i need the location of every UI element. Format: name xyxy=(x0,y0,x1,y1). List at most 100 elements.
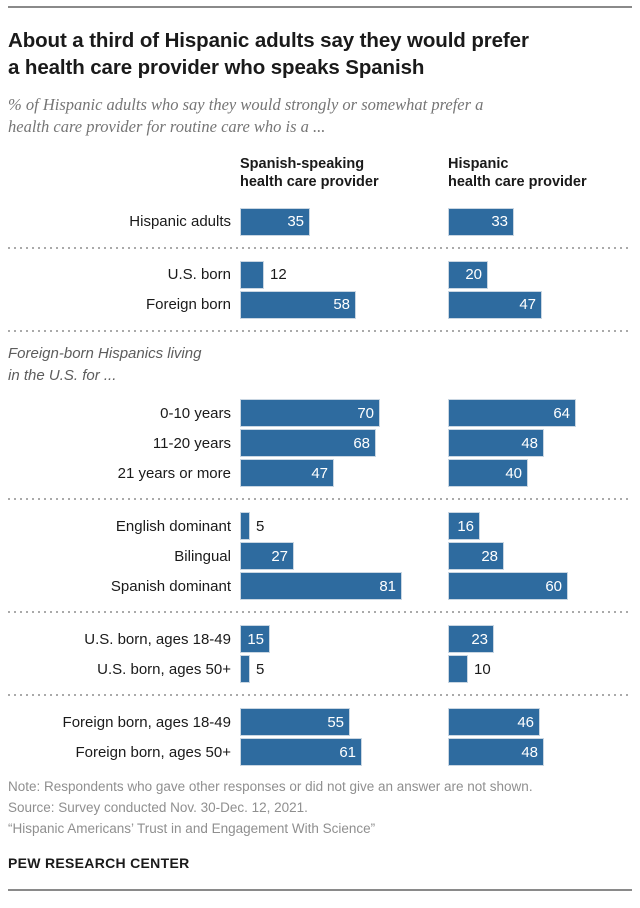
bar-value: 55 xyxy=(327,713,344,731)
bar-value: 28 xyxy=(481,547,498,565)
bar-hispanic-provider xyxy=(448,655,468,684)
row-label: Foreign born xyxy=(145,296,231,314)
bar-spanish-speaking-provider: 27 xyxy=(240,542,294,571)
bar-spanish-speaking-provider: 81 xyxy=(240,572,402,601)
chart-row: Foreign born, ages 18-49 55 46 xyxy=(8,707,632,737)
bar-track-hispanic: 33 xyxy=(448,207,632,236)
bar-hispanic-provider: 33 xyxy=(448,207,514,236)
bar-track-hispanic: 46 xyxy=(448,708,632,737)
chart-row: Hispanic adults 35 33 xyxy=(8,207,632,237)
group-separator xyxy=(8,694,632,697)
bar-value: 12 xyxy=(270,266,287,284)
bar-value: 61 xyxy=(339,743,356,761)
chart-row: U.S. born 12 20 xyxy=(8,260,632,290)
bar-hispanic-provider: 60 xyxy=(448,572,568,601)
chart-subtitle-line-2: health care provider for routine care wh… xyxy=(8,117,326,137)
column-header-hispanic-line-1: Hispanic xyxy=(448,155,509,172)
chart-subtitle: % of Hispanic adults who say they would … xyxy=(8,94,632,138)
bar-value: 23 xyxy=(471,630,488,648)
column-headers: Spanish-speaking health care provider His… xyxy=(8,155,632,192)
chart-row: Spanish dominant 81 60 xyxy=(8,571,632,601)
bar-hispanic-provider: 64 xyxy=(448,399,576,428)
row-label: 11-20 years xyxy=(152,434,231,452)
bar-hispanic-provider: 48 xyxy=(448,429,544,458)
bar-value: 48 xyxy=(521,434,538,452)
bar-value: 27 xyxy=(271,547,288,565)
page-title-line-1: About a third of Hispanic adults say the… xyxy=(8,29,529,52)
chart-row: Foreign born 58 47 xyxy=(8,290,632,320)
chart-row: English dominant 5 16 xyxy=(8,511,632,541)
bar-spanish-speaking-provider: 61 xyxy=(240,738,362,767)
chart-row: U.S. born, ages 18-49 15 23 xyxy=(8,624,632,654)
row-label: U.S. born, ages 18-49 xyxy=(84,630,231,648)
row-label: Hispanic adults xyxy=(129,213,231,231)
bar-value: 40 xyxy=(505,464,522,482)
bar-track-spanish-speaking: 47 xyxy=(240,459,448,488)
bar-track-spanish-speaking: 61 xyxy=(240,738,448,767)
bar-track-spanish-speaking: 15 xyxy=(240,625,448,654)
group-separator xyxy=(8,246,632,249)
column-headers-spacer xyxy=(8,155,240,192)
bar-track-spanish-speaking: 55 xyxy=(240,708,448,737)
bar-spanish-speaking-provider xyxy=(240,655,250,684)
bar-value: 35 xyxy=(287,213,304,231)
bar-track-hispanic: 47 xyxy=(448,290,632,319)
row-label: Foreign born, ages 50+ xyxy=(75,743,231,761)
bar-value: 33 xyxy=(491,213,508,231)
report-title-text: “Hispanic Americans’ Trust in and Engage… xyxy=(8,821,376,837)
column-header-spanish-speaking: Spanish-speaking health care provider xyxy=(240,155,448,192)
column-header-spanish-line-1: Spanish-speaking xyxy=(240,155,365,172)
bar-track-hispanic: 48 xyxy=(448,429,632,458)
chart-row: Bilingual 27 28 xyxy=(8,541,632,571)
group-separator xyxy=(8,498,632,501)
bar-track-spanish-speaking: 58 xyxy=(240,290,448,319)
bar-track-spanish-speaking: 68 xyxy=(240,429,448,458)
source-text: Source: Survey conducted Nov. 30-Dec. 12… xyxy=(8,800,308,816)
chart-row: 21 years or more 47 40 xyxy=(8,458,632,488)
bar-value: 5 xyxy=(256,660,265,678)
bar-value: 60 xyxy=(545,577,562,595)
bar-value: 64 xyxy=(553,404,570,422)
bar-track-hispanic: 60 xyxy=(448,572,632,601)
bar-track-spanish-speaking: 35 xyxy=(240,207,448,236)
bar-value: 10 xyxy=(474,660,491,678)
bar-value: 58 xyxy=(333,296,350,314)
bar-spanish-speaking-provider xyxy=(240,260,264,289)
bar-value: 15 xyxy=(247,630,264,648)
bar-track-hispanic: 23 xyxy=(448,625,632,654)
bar-value: 5 xyxy=(256,517,265,535)
bar-track-spanish-speaking: 27 xyxy=(240,542,448,571)
bottom-rule xyxy=(8,889,632,892)
brand: PEW RESEARCH CENTER xyxy=(8,855,190,872)
bar-value: 47 xyxy=(519,296,536,314)
bar-value: 70 xyxy=(357,404,374,422)
column-header-hispanic: Hispanic health care provider xyxy=(448,155,632,192)
footer-notes: Note: Respondents who gave other respons… xyxy=(8,777,632,840)
chart-subtitle-line-1: % of Hispanic adults who say they would … xyxy=(8,95,484,115)
bar-hispanic-provider: 20 xyxy=(448,260,488,289)
chart-row: 11-20 years 68 48 xyxy=(8,428,632,458)
bar-value: 46 xyxy=(517,713,534,731)
bar-track-hispanic: 10 xyxy=(448,655,632,684)
bar-spanish-speaking-provider: 35 xyxy=(240,207,310,236)
bar-track-spanish-speaking: 81 xyxy=(240,572,448,601)
row-label: 21 years or more xyxy=(117,464,231,482)
bar-hispanic-provider: 48 xyxy=(448,738,544,767)
bar-spanish-speaking-provider: 55 xyxy=(240,708,350,737)
bar-hispanic-provider: 40 xyxy=(448,459,528,488)
bar-track-hispanic: 48 xyxy=(448,738,632,767)
bar-track-spanish-speaking: 12 xyxy=(240,260,448,289)
bar-value: 81 xyxy=(379,577,396,595)
bar-spanish-speaking-provider: 70 xyxy=(240,399,380,428)
note-text: Note: Respondents who gave other respons… xyxy=(8,779,533,795)
bar-track-hispanic: 64 xyxy=(448,399,632,428)
group-separator xyxy=(8,329,632,332)
bar-track-spanish-speaking: 5 xyxy=(240,655,448,684)
bar-hispanic-provider: 23 xyxy=(448,625,494,654)
chart-row: Foreign born, ages 50+ 61 48 xyxy=(8,737,632,767)
bar-track-hispanic: 40 xyxy=(448,459,632,488)
bar-spanish-speaking-provider xyxy=(240,512,250,541)
bar-hispanic-provider: 46 xyxy=(448,708,540,737)
bar-hispanic-provider: 28 xyxy=(448,542,504,571)
